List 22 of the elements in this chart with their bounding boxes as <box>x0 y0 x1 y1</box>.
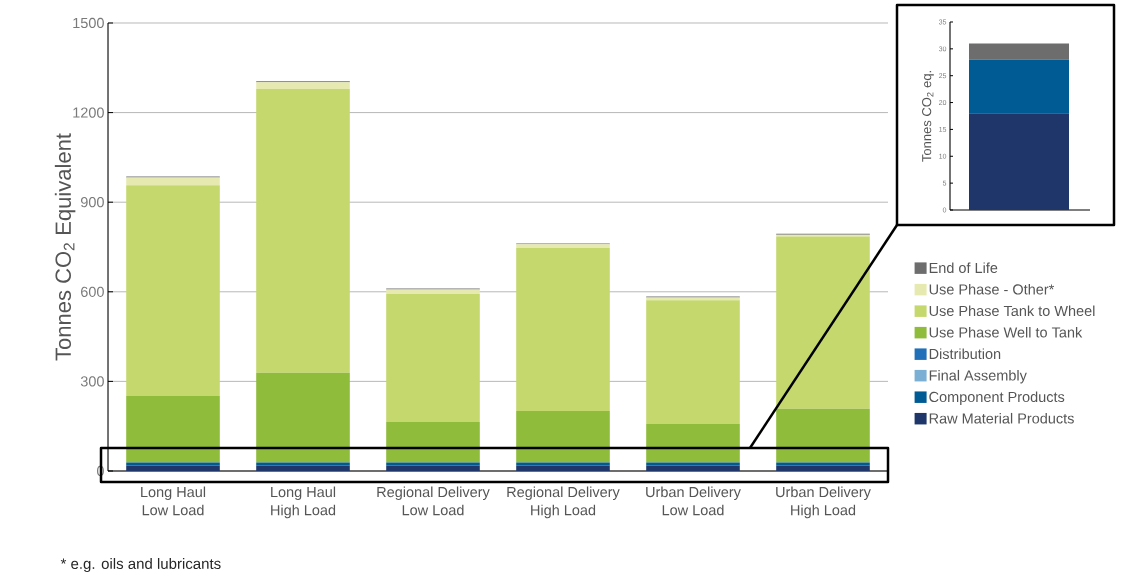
y-tick-label: 1200 <box>73 107 104 118</box>
x-tick-label: Urban Delivery Low Load <box>646 486 741 516</box>
y-tick-label: 1500 <box>73 17 104 29</box>
x-tick-label: Long Haul Low Load <box>141 486 206 516</box>
legend-label: Raw Material Products <box>929 412 1074 424</box>
y-axis-title: Tonnes CO$_{2}$ eq. <box>922 71 934 162</box>
x-tick-label: Long Haul High Load <box>271 486 336 519</box>
legend-label: Final Assembly <box>929 369 1027 384</box>
x-tick-label: Regional Delivery Low Load <box>377 486 490 516</box>
legend-label: Distribution <box>929 348 1001 360</box>
y-tick-label: 600 <box>81 286 104 297</box>
x-tick-label: Urban Delivery High Load <box>776 486 871 519</box>
legend-label: Component Products <box>929 391 1065 405</box>
legend-label: Use Phase - Other* <box>929 283 1055 295</box>
legend-label: Use Phase Tank to Wheel <box>929 305 1095 317</box>
y-tick-label: 300 <box>80 376 104 387</box>
legend-label: End of Life <box>929 262 998 274</box>
x-tick-label: Regional Delivery High Load <box>507 486 620 519</box>
y-tick-label: 900 <box>80 197 104 208</box>
y-axis-title: Tonnes CO$_{2}$ Equivalent <box>54 133 76 361</box>
legend-label: Use Phase Well to Tank <box>929 326 1083 338</box>
text: * e.g. oils and lubricants <box>60 557 221 572</box>
